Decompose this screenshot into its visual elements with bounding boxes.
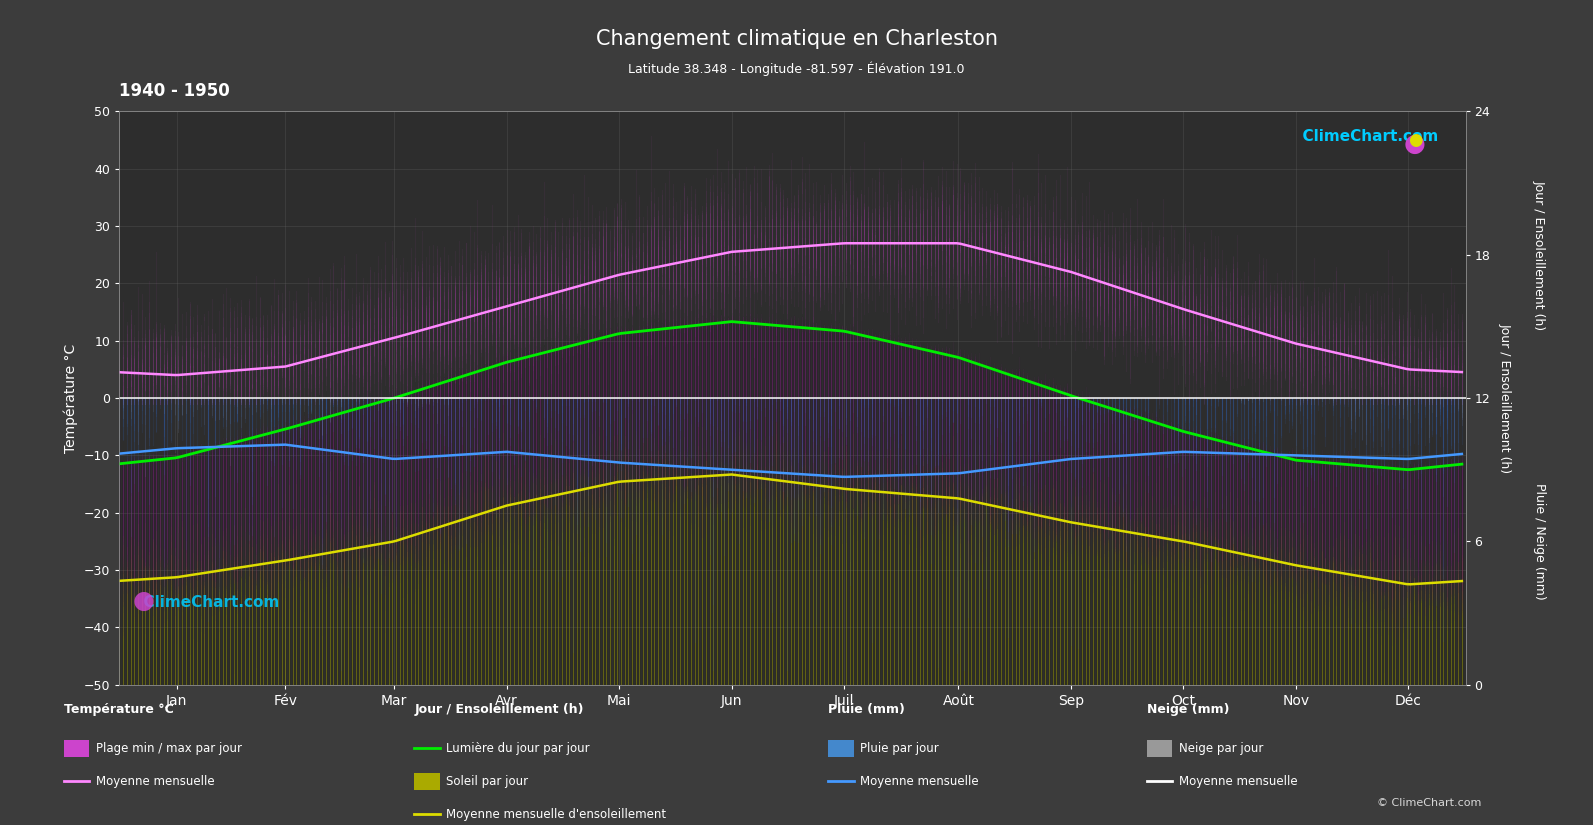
Text: Moyenne mensuelle: Moyenne mensuelle	[860, 775, 978, 788]
Text: Pluie (mm): Pluie (mm)	[828, 703, 905, 716]
Text: © ClimeChart.com: © ClimeChart.com	[1376, 799, 1481, 808]
Text: Jour / Ensoleillement (h): Jour / Ensoleillement (h)	[414, 703, 583, 716]
Text: Pluie / Neige (mm): Pluie / Neige (mm)	[1532, 483, 1547, 600]
Text: ●: ●	[132, 589, 155, 613]
Text: Jour / Ensoleillement (h): Jour / Ensoleillement (h)	[1532, 180, 1547, 330]
Text: Soleil par jour: Soleil par jour	[446, 775, 529, 788]
Text: Plage min / max par jour: Plage min / max par jour	[96, 742, 242, 755]
Text: Moyenne mensuelle: Moyenne mensuelle	[1179, 775, 1297, 788]
Text: Pluie par jour: Pluie par jour	[860, 742, 938, 755]
Text: Changement climatique en Charleston: Changement climatique en Charleston	[596, 29, 997, 49]
Text: ●: ●	[1408, 131, 1423, 149]
Text: ●: ●	[1403, 131, 1426, 155]
Text: Neige par jour: Neige par jour	[1179, 742, 1263, 755]
Text: ClimeChart.com: ClimeChart.com	[1292, 129, 1438, 144]
Text: Moyenne mensuelle d'ensoleillement: Moyenne mensuelle d'ensoleillement	[446, 808, 666, 821]
Text: 1940 - 1950: 1940 - 1950	[119, 82, 231, 101]
Y-axis label: Jour / Ensoleillement (h): Jour / Ensoleillement (h)	[1499, 323, 1512, 473]
Text: Moyenne mensuelle: Moyenne mensuelle	[96, 775, 213, 788]
Text: Latitude 38.348 - Longitude -81.597 - Élévation 191.0: Latitude 38.348 - Longitude -81.597 - Él…	[628, 62, 965, 77]
Text: Température °C: Température °C	[64, 703, 174, 716]
Text: Lumière du jour par jour: Lumière du jour par jour	[446, 742, 589, 755]
Text: Neige (mm): Neige (mm)	[1147, 703, 1230, 716]
Text: ClimeChart.com: ClimeChart.com	[132, 595, 279, 610]
Y-axis label: Température °C: Température °C	[64, 343, 78, 453]
